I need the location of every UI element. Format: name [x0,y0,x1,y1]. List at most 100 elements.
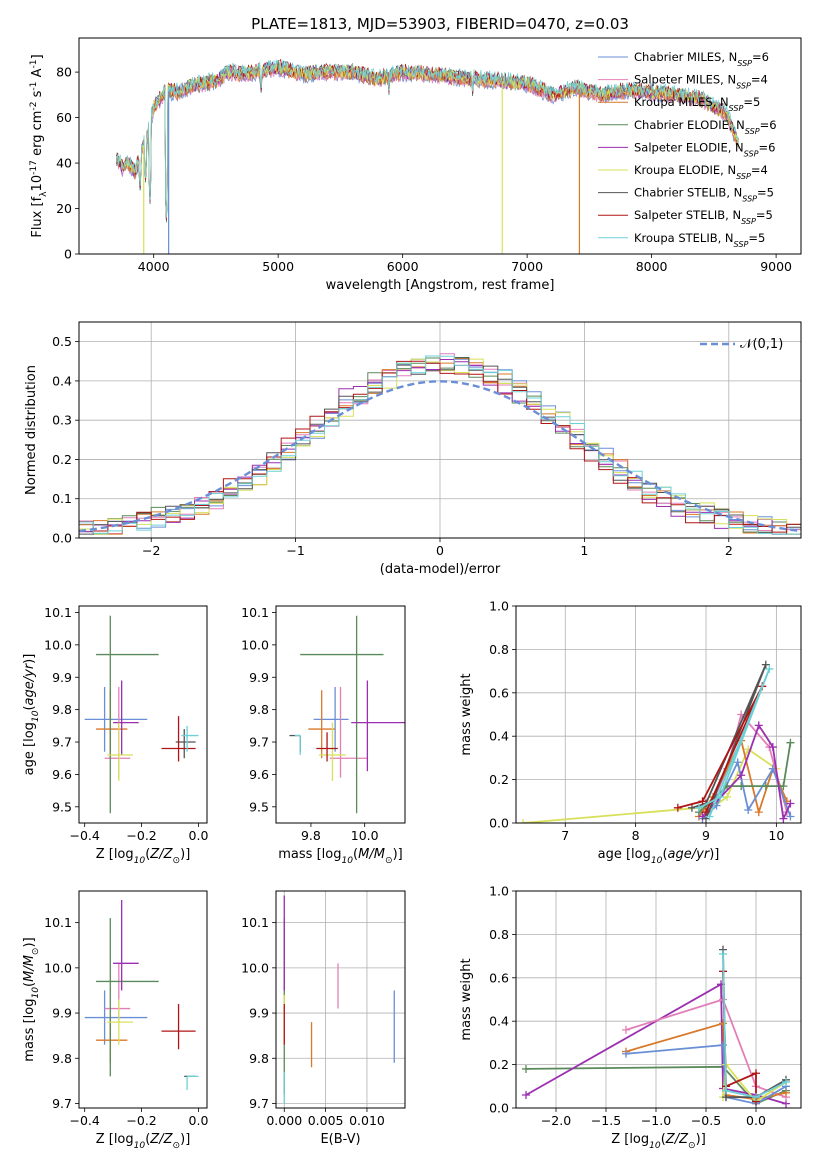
x-tick-label: −0.5 [691,1113,721,1128]
weight-marker [752,1093,760,1102]
x-tick-label: 8000 [636,259,668,274]
axes-frame [275,890,406,1109]
y-tick-label: 0.4 [489,729,509,744]
legend-label: Chabrier ELODIE, NSSP=6 [634,118,777,136]
y-tick-label: 0.5 [52,334,72,349]
x-axis-label: mass [log10(M/M⊙)] [278,847,402,866]
legend-label: Chabrier STELIB, NSSP=5 [634,186,774,204]
y-tick-label: 9.8 [52,702,72,717]
x-tick-label: 7 [561,828,569,843]
weight-marker [522,1064,530,1073]
weight-marker [761,782,770,791]
y-tick-label: 0.2 [489,1057,509,1072]
histogram-series [79,355,801,538]
weight-marker [754,808,763,817]
y-tick-label: 10.1 [241,605,269,620]
y-tick-label: 9.6 [249,767,269,782]
y-tick-label: 9.8 [52,1051,72,1066]
x-tick-label: −0.2 [126,1113,156,1128]
weight-line [677,685,764,813]
y-tick-label: 10.1 [44,605,72,620]
x-tick-label: 4000 [138,259,170,274]
y-tick-label: 9.8 [249,702,269,717]
y-tick-label: 0.3 [52,413,72,428]
weight-marker [733,758,742,767]
y-tick-label: 9.7 [249,735,269,750]
x-tick-label: −0.4 [70,828,100,843]
y-tick-label: 0.2 [52,452,72,467]
y-tick-label: 0.0 [489,816,509,831]
y-tick-label: 40 [56,156,72,171]
weight-marker [687,803,696,812]
weight-marker [622,1025,630,1034]
weight-marker [716,792,725,801]
weight-marker [782,1077,790,1086]
x-tick-label: −0.2 [126,828,156,843]
weight-marker [737,771,746,780]
x-tick-label: 0.005 [308,1113,344,1128]
plot-area-weights_z [522,945,790,1108]
y-tick-label: 0.0 [52,531,72,546]
x-tick-label: −1.5 [591,1113,621,1128]
y-tick-label: 9.7 [52,735,72,750]
weight-line [701,723,792,822]
y-tick-label: 0.4 [52,373,72,388]
x-tick-label: 8 [632,828,640,843]
y-tick-label: 9.6 [52,767,72,782]
weight-line [525,1065,787,1105]
y-axis-label: Flux [fλ10-17 erg cm-2 s-1 A-1] [29,54,49,237]
x-tick-label: 7000 [511,259,543,274]
weight-marker [519,819,528,823]
y-tick-label: 0.6 [489,970,509,985]
axes-frame [78,890,208,1109]
weight-marker [786,738,795,747]
y-tick-label: 1.0 [489,599,509,614]
plot-area-weights_age [519,660,795,823]
x-tick-label: 10 [768,828,784,843]
plot-area-mass_age [289,615,405,814]
y-tick-label: 0 [64,247,72,262]
weight-marker [722,1086,730,1095]
x-tick-label: −0.4 [70,1113,100,1128]
plot-area-spectrum [115,58,739,254]
y-tick-label: 0.4 [489,1014,509,1029]
y-tick-label: 60 [56,110,72,125]
y-tick-label: 0.2 [489,772,509,787]
weight-marker [786,812,795,821]
plot-area-ebv_mass [283,895,395,1104]
x-tick-label: 2 [725,543,733,558]
figure-title: PLATE=1813, MJD=53903, FIBERID=0470, z=0… [251,15,629,33]
y-tick-label: 9.5 [249,799,269,814]
y-tick-label: 0.8 [489,927,509,942]
weight-marker [522,1090,530,1099]
x-axis-label: E(B-V) [320,1132,360,1147]
y-tick-label: 9.9 [249,1006,269,1021]
x-tick-label: −1 [286,543,304,558]
weight-marker [779,782,788,791]
x-tick-label: 0.0 [189,1113,209,1128]
legend-label: Salpeter STELIB, NSSP=5 [634,208,773,226]
y-tick-label: 1.0 [489,884,509,899]
y-tick-label: 10.0 [44,960,72,975]
normal-curve [79,380,801,533]
weight-marker [622,1049,630,1058]
legend-label: Salpeter MILES, NSSP=4 [634,73,768,91]
x-tick-label: 1 [580,543,588,558]
weight-line [722,1062,787,1103]
plot-area-z_age [84,615,199,814]
x-tick-label: 5000 [262,259,294,274]
legend-label: Kroupa STELIB, NSSP=5 [634,231,765,249]
weight-marker [765,664,774,673]
x-tick-label: −2.0 [541,1113,571,1128]
legend-label: Chabrier MILES, NSSP=6 [634,50,769,68]
weight-marker [737,782,746,791]
weight-marker [752,1069,760,1078]
x-tick-label: 10.0 [351,828,379,843]
y-tick-label: 80 [56,65,72,80]
weight-marker [702,808,710,817]
weight-marker [719,1019,727,1028]
y-axis-label: mass weight [459,958,474,1040]
x-tick-label: 9.8 [301,828,321,843]
weight-marker [719,949,727,958]
